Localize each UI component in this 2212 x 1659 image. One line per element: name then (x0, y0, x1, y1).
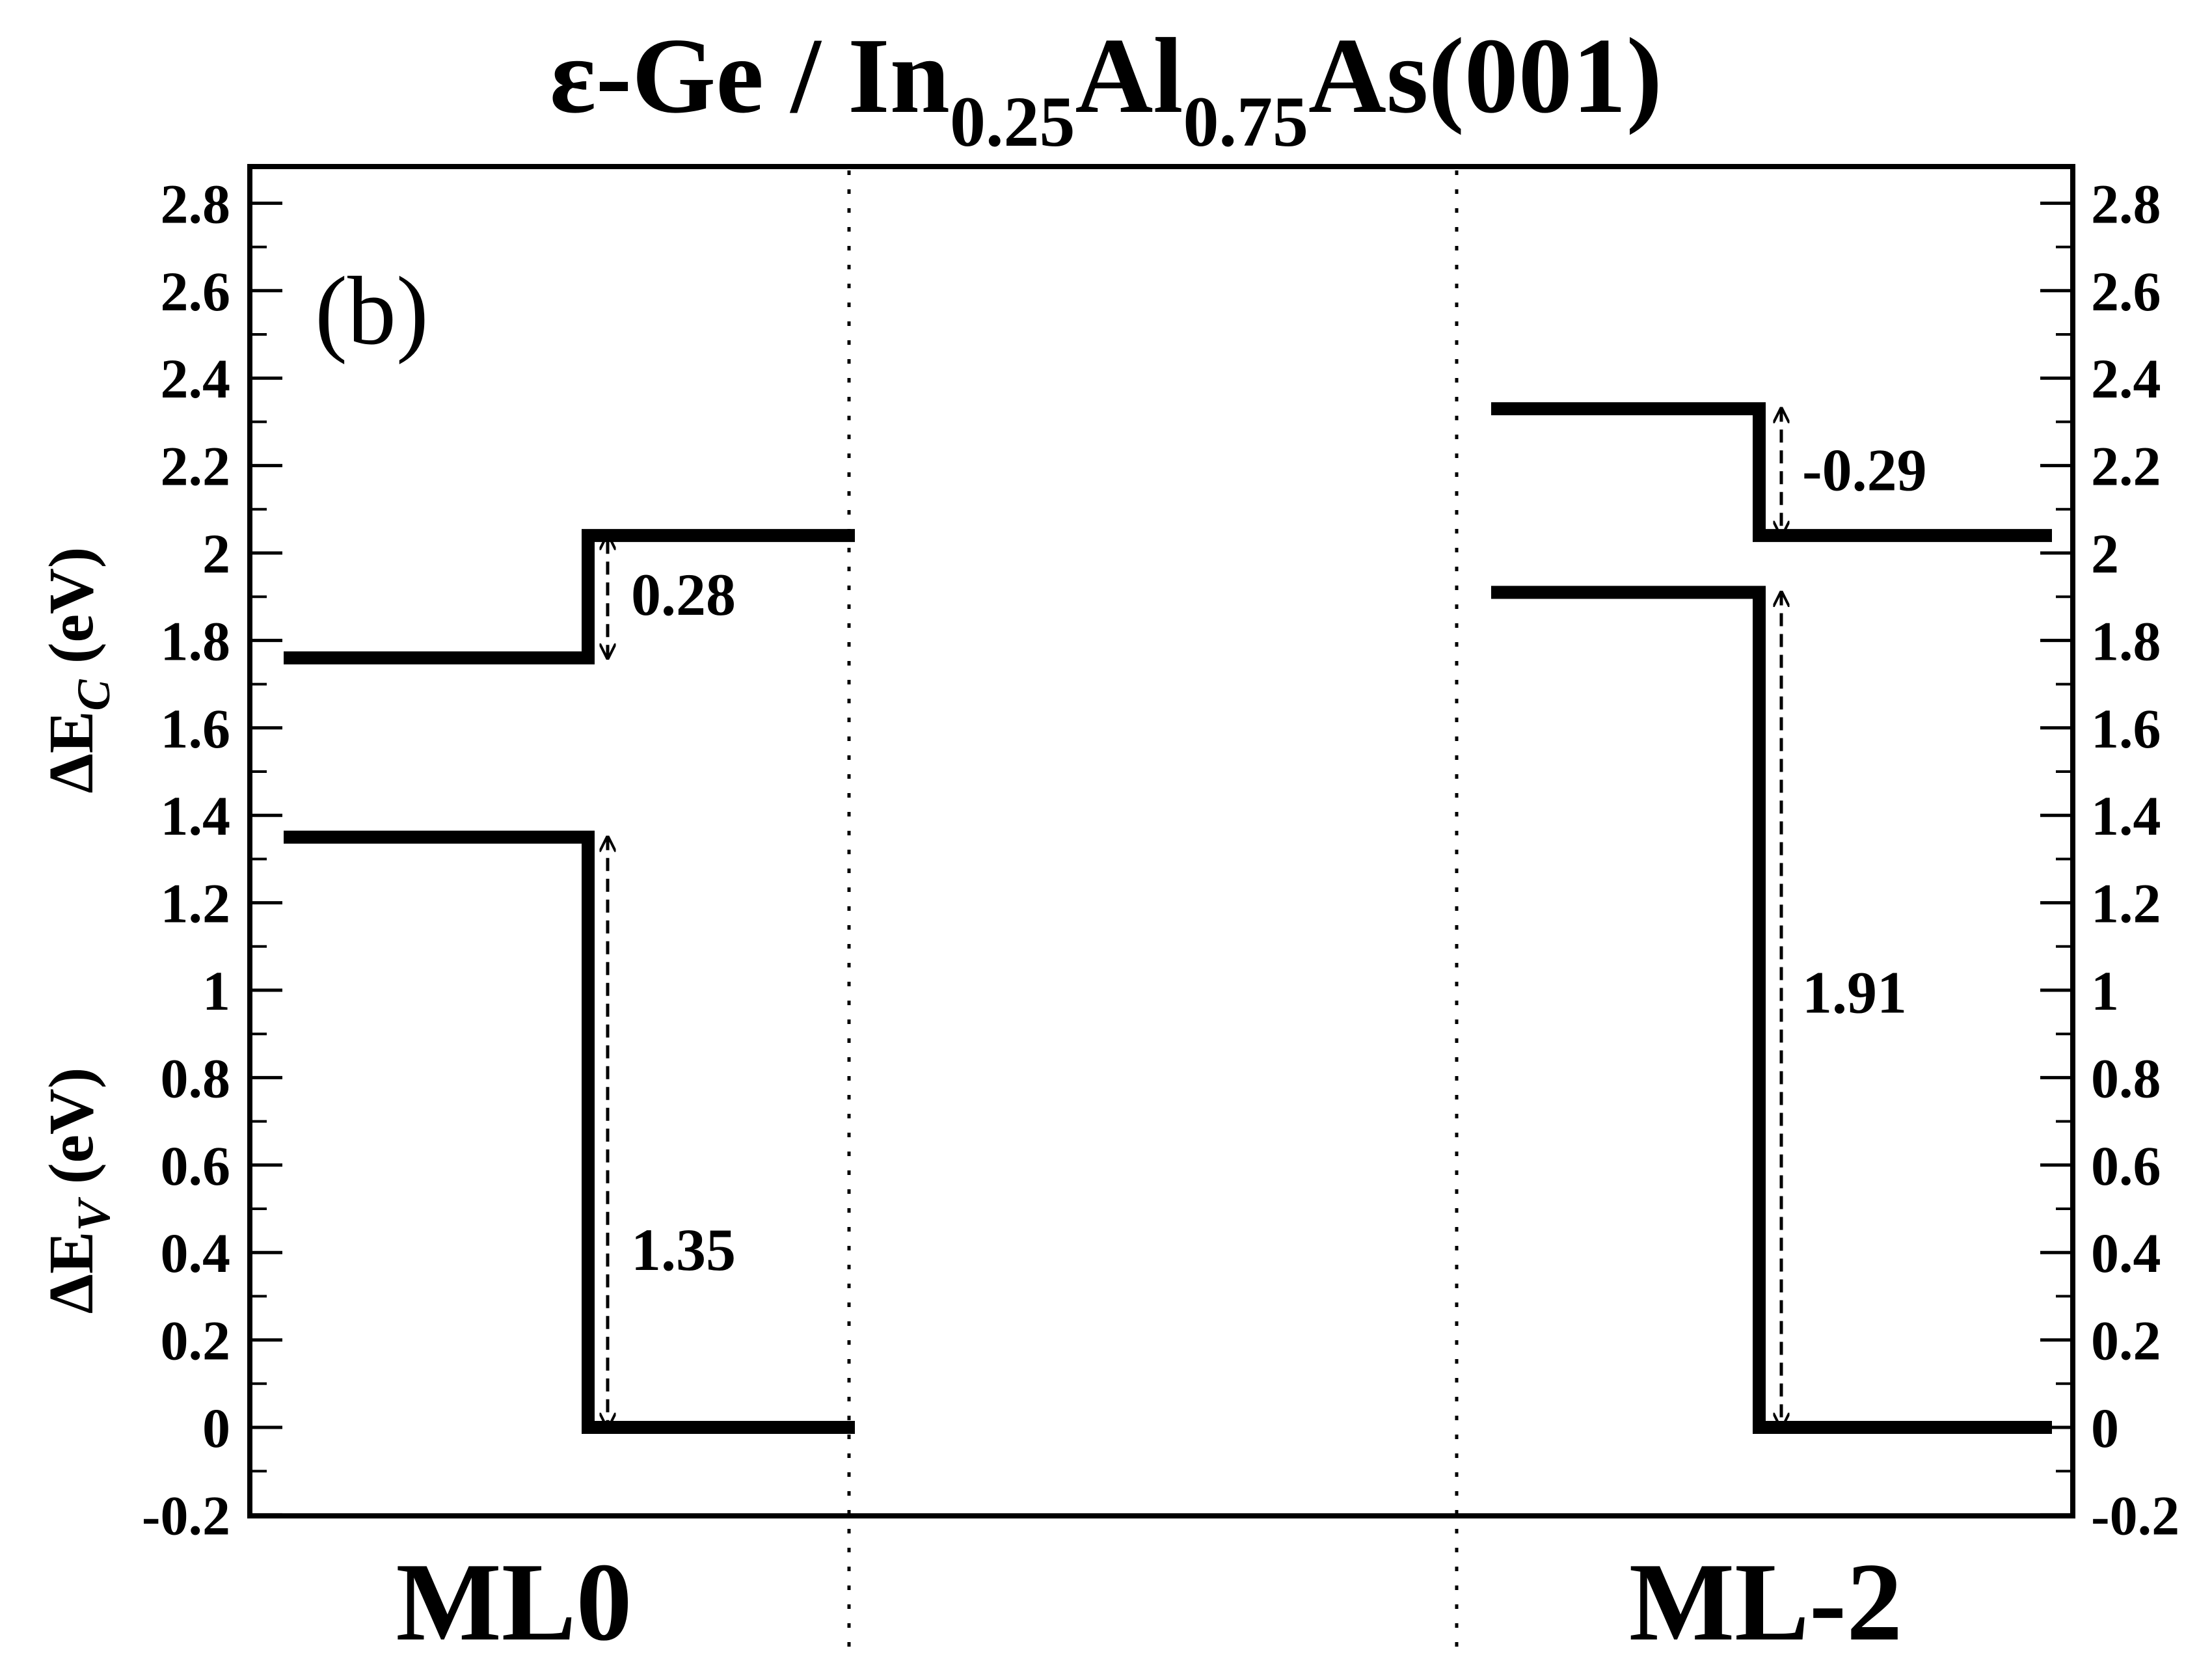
y-tick-label-right: 0.2 (2091, 1310, 2161, 1372)
y-tick-label-right: 2.4 (2091, 347, 2161, 410)
y-tick-label-left: 2.6 (161, 260, 231, 323)
y-tick-label-right: 1 (2091, 960, 2119, 1022)
y-tick-label-left: 0.4 (161, 1222, 231, 1284)
right-ticks (2040, 201, 2073, 1517)
y-tick-label-left: 1.8 (161, 610, 231, 672)
y-tick-label-left: 0.8 (161, 1047, 231, 1109)
chart-title: ε-Ge / In0.25Al0.75As(001) (550, 16, 1662, 161)
left-tick-labels: 2.8 2.6 2.4 2.2 2 1.8 1.6 1.4 1.2 1 0.8 0.6 0.4 0.2 0 -… (142, 172, 230, 1546)
y-axis-title-conduction: ΔEC (eV) (36, 547, 120, 794)
y-tick-label-right: -0.2 (2091, 1484, 2179, 1546)
y-axis-title-valence: ΔEV (eV) (36, 1068, 120, 1314)
y-tick-label-right: 0.4 (2091, 1222, 2161, 1284)
ml0-conduction-offset-label: 0.28 (631, 561, 736, 628)
y-tick-label-left: 2 (202, 522, 230, 585)
y-tick-label-right: 0.8 (2091, 1047, 2161, 1109)
y-tick-label-left: -0.2 (142, 1484, 230, 1546)
y-tick-label-left: 0.2 (161, 1310, 231, 1372)
right-tick-labels: 2.8 2.6 2.4 2.2 2 1.8 1.6 1.4 1.2 1 0.8 0.6 0.4 0.2 0 -… (2091, 172, 2179, 1546)
y-tick-label-left: 2.2 (161, 435, 231, 498)
y-tick-label-right: 2.6 (2091, 260, 2161, 323)
y-tick-label-left: 1.4 (161, 785, 231, 847)
y-tick-label-left: 1.2 (161, 872, 231, 935)
y-tick-label-right: 0 (2091, 1397, 2119, 1459)
y-tick-label-right: 1.2 (2091, 872, 2161, 935)
y-tick-label-right: 2 (2091, 522, 2119, 585)
y-tick-label-right: 2.8 (2091, 172, 2161, 235)
y-tick-label-right: 2.2 (2091, 435, 2161, 498)
ml-2-conduction-offset-label: -0.29 (1802, 437, 1927, 504)
plot-frame (247, 164, 2075, 1518)
y-tick-label-left: 1.6 (161, 697, 231, 760)
ml-2-valence-offset-label: 1.91 (1802, 960, 1907, 1026)
y-tick-label-right: 1.6 (2091, 697, 2161, 760)
ml-2-conduction-band (1491, 402, 2052, 543)
y-tick-label-left: 2.8 (161, 172, 231, 235)
panel-label: (b) (315, 257, 429, 365)
y-tick-label-left: 0.6 (161, 1135, 231, 1197)
category-label-ml-2: ML-2 (1629, 1541, 1902, 1659)
y-tick-label-right: 0.6 (2091, 1135, 2161, 1197)
ml0-valence-band (284, 830, 855, 1434)
left-ticks (250, 201, 282, 1517)
category-label-ml0: ML0 (396, 1541, 632, 1659)
ml-2-valence-band (1491, 586, 2052, 1434)
y-tick-label-right: 1.8 (2091, 610, 2161, 672)
y-tick-label-left: 1 (202, 960, 230, 1022)
ml0-conduction-band (284, 529, 855, 665)
ml0-valence-offset-label: 1.35 (631, 1217, 736, 1283)
interface-ml-2: -0.29 1.91 (1491, 402, 2052, 1434)
y-tick-label-right: 1.4 (2091, 785, 2161, 847)
y-tick-label-left: 2.4 (161, 347, 231, 410)
y-tick-label-left: 0 (202, 1397, 230, 1459)
interface-ml0: 0.28 1.35 (284, 529, 855, 1434)
